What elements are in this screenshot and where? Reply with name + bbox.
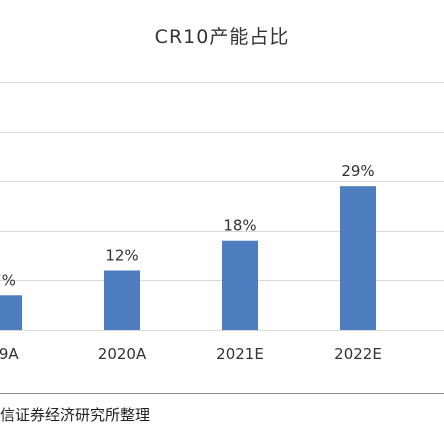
x-tick-19A: 19A <box>0 345 19 363</box>
x-tick-2020A: 2020A <box>98 345 147 363</box>
data-label-19A: 7% <box>0 271 16 289</box>
bar-2020A <box>104 270 140 330</box>
x-axis-ticks: 19A 2020A 2021E 2022E <box>0 345 382 363</box>
chart-title: CR10产能占比 <box>154 26 290 48</box>
bars <box>0 186 376 330</box>
bar-19A <box>0 295 22 330</box>
bar-2022E <box>340 186 376 330</box>
x-tick-2021E: 2021E <box>216 345 264 363</box>
data-label-2020A: 12% <box>105 246 138 264</box>
footer-divider <box>0 393 444 394</box>
source-note: 信证券经济研究所整理 <box>0 406 151 424</box>
data-labels: 7% 12% 18% 29% <box>0 162 375 289</box>
data-label-2021E: 18% <box>223 217 256 235</box>
data-label-2022E: 29% <box>341 162 374 180</box>
bar-2021E <box>222 240 258 330</box>
x-tick-2022E: 2022E <box>334 345 382 363</box>
